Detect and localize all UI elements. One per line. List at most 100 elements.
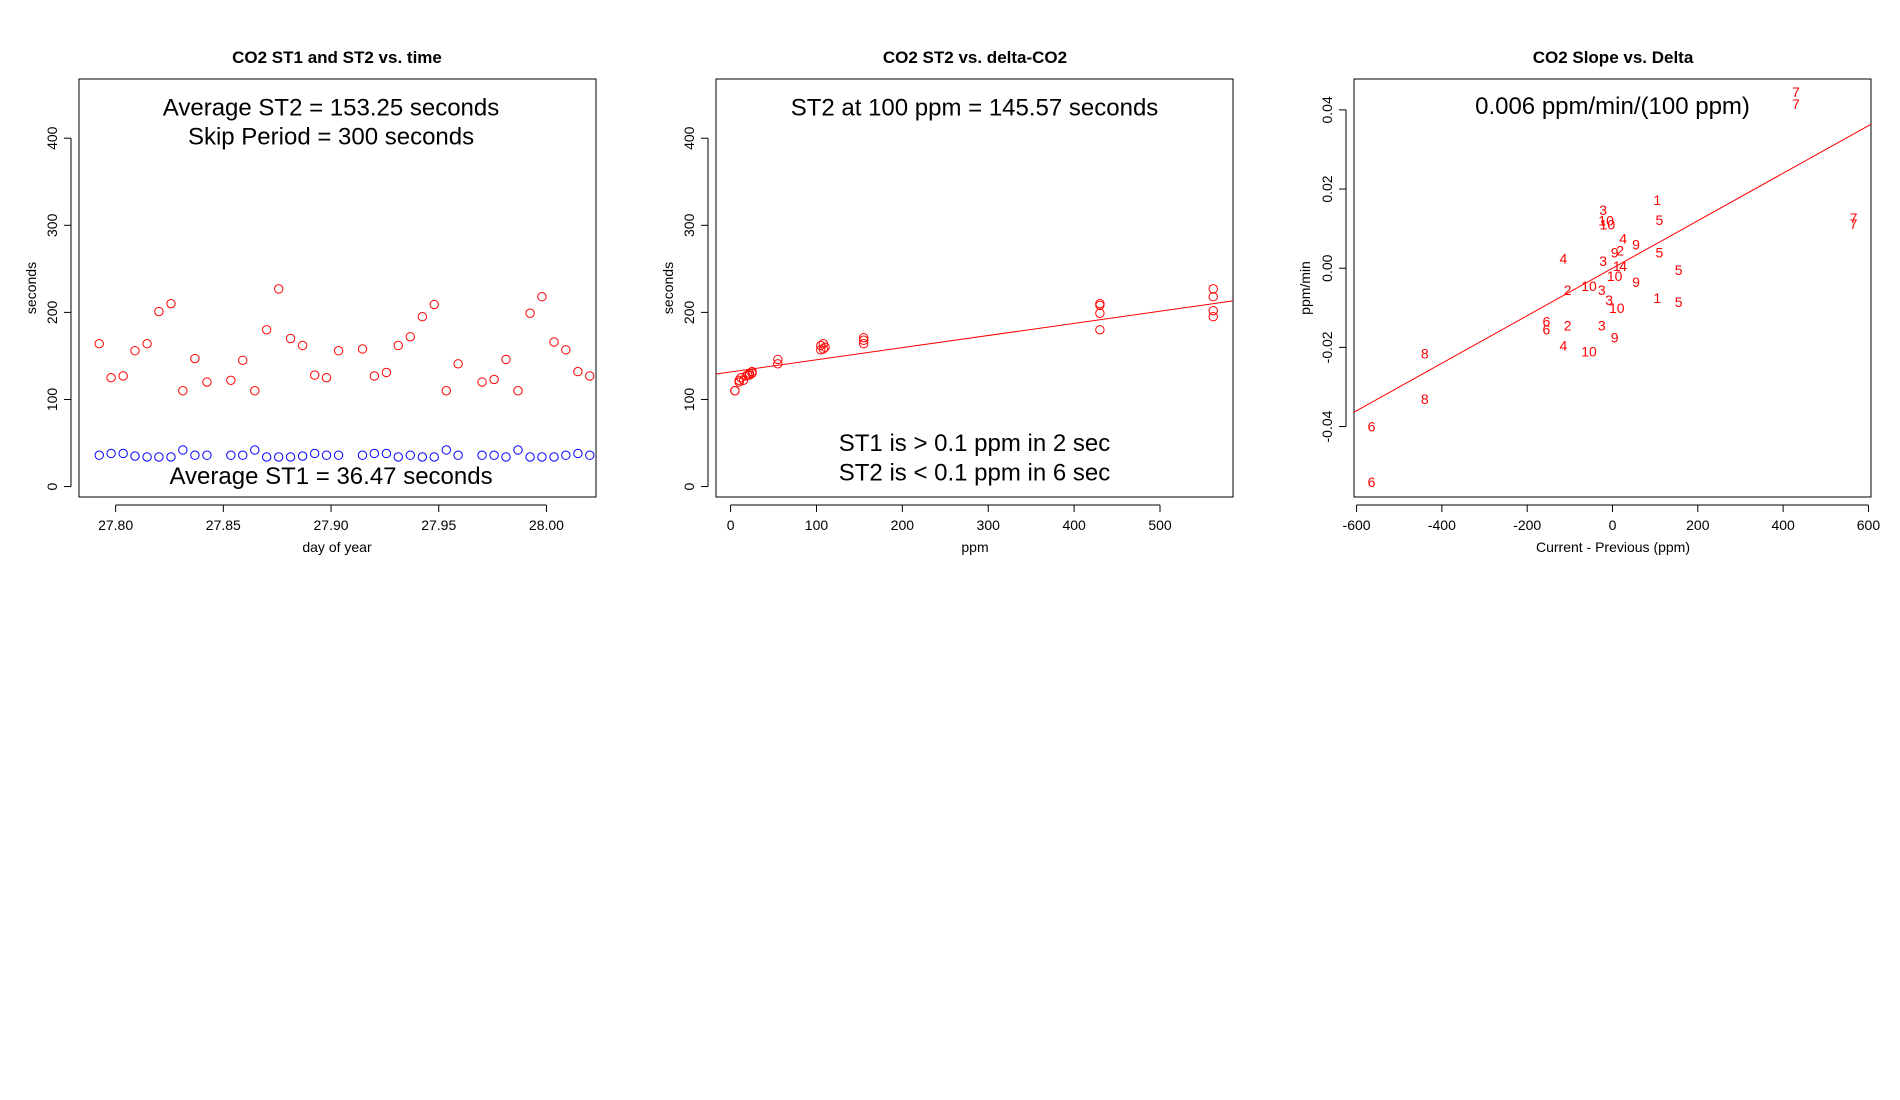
x-axis-label: day of year (302, 539, 372, 555)
st2-point (820, 342, 830, 352)
st1-point (118, 448, 128, 459)
st1-point (489, 450, 499, 460)
st1-point (393, 452, 403, 462)
st2-point (1208, 292, 1218, 302)
st2-point (261, 325, 272, 335)
point-label: 4 (1560, 337, 1568, 353)
axis-ticks: -600 -400 -200 0 200 400 600 -0.04 -0.02 0.00 0.02… (1319, 96, 1880, 533)
annotation: 0.006 ppm/min/(100 ppm) (1475, 93, 1750, 120)
st2-point (106, 372, 116, 383)
st2-point (321, 372, 332, 383)
st1-point (106, 448, 116, 459)
st2-point (285, 333, 296, 344)
point-label: 3 (1605, 292, 1613, 308)
x-axis-label: Current - Previous (ppm) (1536, 539, 1690, 555)
point-label: 4 (1619, 231, 1627, 247)
st2-point (238, 355, 248, 365)
y-tick-label: 100 (44, 388, 60, 412)
st1-point (369, 448, 380, 459)
st1-point (585, 450, 595, 460)
point-label: 10 (1598, 213, 1614, 229)
point-label: 3 (1599, 202, 1607, 218)
point-label: 7 (1850, 210, 1858, 226)
st1-point (381, 448, 392, 459)
st2-point (1095, 325, 1105, 335)
x-tick-label: 400 (1771, 517, 1795, 533)
st1-point (417, 452, 428, 462)
st2-point (489, 374, 499, 385)
point-label: 3 (1599, 253, 1607, 269)
annotations: ST2 at 100 ppm = 145.57 seconds ST1 is > … (791, 95, 1159, 487)
panel-title: CO2 ST1 and ST2 vs. time (232, 48, 442, 67)
x-tick-label: 0 (1609, 517, 1617, 533)
data-points (94, 284, 595, 462)
data-points (715, 284, 1234, 396)
st2-point (573, 366, 583, 377)
point-label: 4 (1619, 258, 1627, 274)
st2-point (369, 371, 380, 381)
y-axis-label: ppm/min (1297, 261, 1313, 315)
y-tick-label: 0.00 (1319, 254, 1335, 281)
st2-point (118, 371, 128, 381)
annotation: Average ST2 = 153.25 seconds (163, 95, 499, 122)
st1-point (357, 450, 368, 460)
x-tick-label: 28.00 (529, 517, 564, 533)
point-label: 9 (1632, 274, 1640, 290)
y-tick-label: 200 (681, 300, 697, 324)
plot-frame (1353, 78, 1872, 498)
st1-point (166, 452, 176, 462)
y-tick-label: 300 (681, 213, 697, 237)
x-axis-label: ppm (961, 539, 988, 555)
point-label: 6 (1368, 474, 1376, 490)
point-label: 8 (1421, 391, 1429, 407)
x-tick-label: 27.95 (421, 517, 456, 533)
st1-point (142, 452, 152, 462)
y-tick-label: 0 (681, 482, 697, 490)
x-tick-label: -400 (1428, 517, 1456, 533)
y-axis-label: seconds (660, 262, 676, 314)
point-label: 2 (1564, 318, 1572, 334)
st2-point (250, 386, 260, 396)
st1-point (309, 448, 320, 459)
st1-point (429, 452, 439, 462)
st1-point (261, 452, 272, 462)
point-label: 1 (1653, 290, 1661, 306)
panel-st2-vs-delta-co2: CO2 ST2 vs. delta-CO2 0 100 200 300 400 500 0 1… (660, 48, 1234, 555)
st2-point (417, 312, 428, 322)
point-label: 3 (1598, 282, 1606, 298)
point-label: 1 (1653, 192, 1661, 208)
point-label: 7 (1792, 84, 1800, 100)
y-tick-label: 400 (44, 126, 60, 150)
st1-point (250, 445, 260, 455)
st2-point (773, 354, 783, 365)
st2-point (859, 339, 869, 349)
st1-point (226, 450, 236, 460)
panel-slope-vs-delta: CO2 Slope vs. Delta -600 -400 -200 0 200 400 6… (1297, 48, 1880, 555)
st1-point (453, 450, 463, 460)
st2-point (297, 340, 308, 351)
st2-point (773, 359, 783, 369)
st2-point (736, 372, 746, 383)
x-tick-label: 100 (805, 517, 829, 533)
point-label: 2 (1564, 282, 1572, 298)
plot-frame (78, 78, 597, 498)
point-label: 7 (1792, 96, 1800, 112)
st1-point (297, 451, 308, 461)
st2-point (357, 344, 368, 354)
annotation: ST2 at 100 ppm = 145.57 seconds (791, 95, 1159, 122)
point-label: 5 (1675, 262, 1683, 278)
st1-point (190, 450, 200, 460)
x-tick-label: 200 (1686, 517, 1710, 533)
st1-point (537, 452, 547, 462)
st2-point (818, 344, 829, 354)
y-tick-label: 200 (44, 300, 60, 324)
point-label: 10 (1581, 278, 1597, 294)
st1-point (285, 452, 296, 462)
st1-point (178, 445, 188, 455)
st2-point (525, 308, 535, 318)
point-label: 5 (1675, 294, 1683, 310)
point-label: 8 (1421, 345, 1429, 361)
y-tick-label: -0.04 (1319, 410, 1335, 442)
point-label: 6 (1542, 322, 1550, 338)
